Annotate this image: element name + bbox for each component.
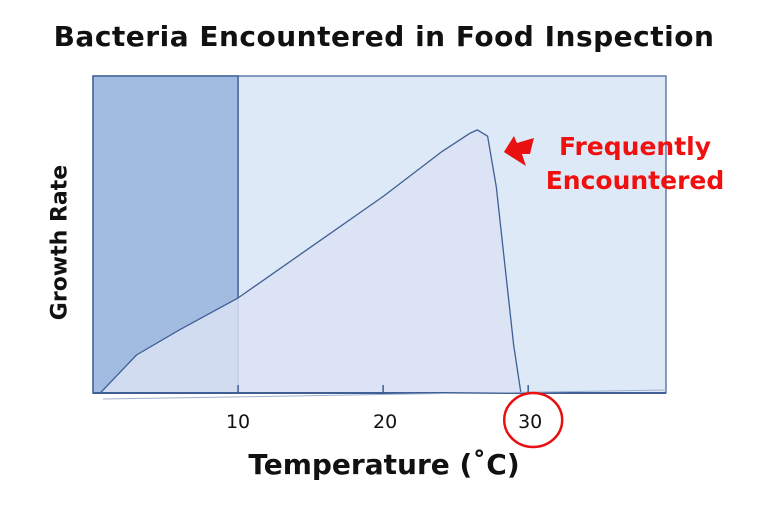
annotation-line2: Encountered: [545, 166, 725, 195]
x-axis-label: Temperature (˚C): [248, 448, 520, 481]
growth-area: [100, 129, 521, 393]
annotation-line1: Frequently: [558, 132, 712, 161]
x-tick-label: 20: [373, 411, 397, 433]
x-tick-label: 30: [518, 411, 542, 433]
x-axis-shadow: [102, 389, 667, 400]
growth-curve: [99, 129, 522, 394]
x-tick-label: 10: [226, 411, 250, 433]
arrow-icon: [503, 136, 534, 166]
highlight-circle: [502, 391, 564, 449]
annotation-label: Frequently Encountered: [540, 130, 730, 198]
chart-title: Bacteria Encountered in Food Inspection: [53, 20, 715, 53]
